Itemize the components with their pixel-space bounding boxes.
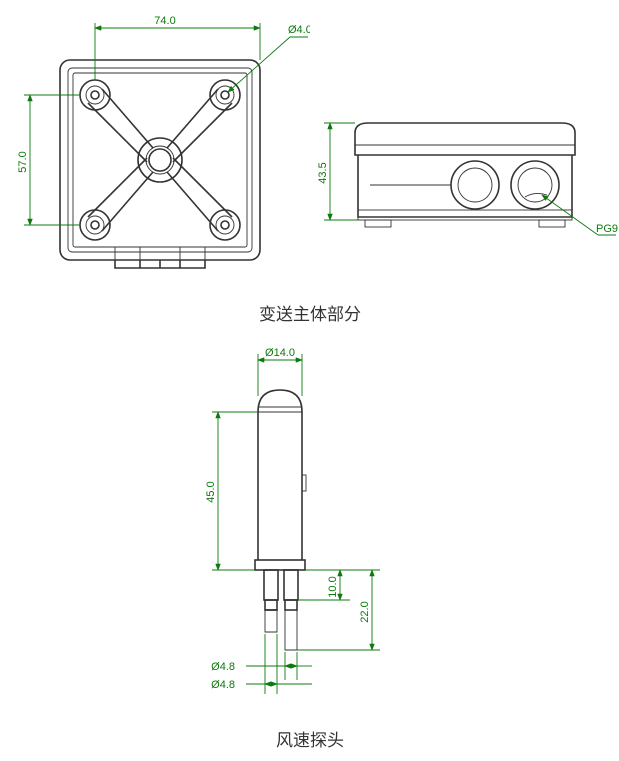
dim-top-width: 74.0 — [95, 15, 260, 80]
dim-side-height: 43.5 — [317, 123, 358, 220]
corner-bosses — [80, 80, 240, 240]
dim-stub-lens: 10.0 22.0 — [297, 570, 380, 650]
x-ribs — [88, 89, 232, 231]
dim-pg9-value: PG9 — [596, 223, 618, 235]
dim-top-width-value: 74.0 — [154, 15, 175, 27]
caption-top: 变送主体部分 — [210, 300, 410, 325]
dim-left-height-value: 57.0 — [17, 151, 29, 172]
cable-glands — [370, 161, 559, 209]
dim-stub-dia-b-value: Ø4.8 — [211, 679, 235, 691]
dim-stub-dia-a-value: Ø4.8 — [211, 661, 235, 673]
probe-body — [255, 390, 306, 570]
probe-stubs — [264, 570, 298, 650]
dim-probe-dia: Ø14.0 — [258, 347, 302, 396]
dim-left-height: 57.0 — [17, 95, 80, 225]
dim-stub-b-value: 22.0 — [359, 601, 371, 622]
caption-bottom: 风速探头 — [210, 726, 410, 751]
dim-probe-len: 45.0 — [205, 412, 258, 570]
side-body — [355, 123, 575, 227]
dim-probe-len-value: 45.0 — [205, 481, 217, 502]
dim-hole-dia: Ø4.0 — [228, 24, 310, 92]
dim-side-height-value: 43.5 — [317, 162, 329, 183]
bottom-tabs — [115, 247, 205, 268]
dim-stub-a-value: 10.0 — [327, 576, 339, 597]
drawing-side-elev: 43.5 PG9 — [310, 5, 619, 275]
drawing-probe: Ø14.0 45.0 — [140, 340, 520, 710]
dim-hole-dia-value: Ø4.0 — [288, 24, 310, 36]
dim-probe-dia-value: Ø14.0 — [265, 347, 295, 359]
drawing-top-plan: 74.0 Ø4.0 57.0 — [10, 5, 310, 275]
